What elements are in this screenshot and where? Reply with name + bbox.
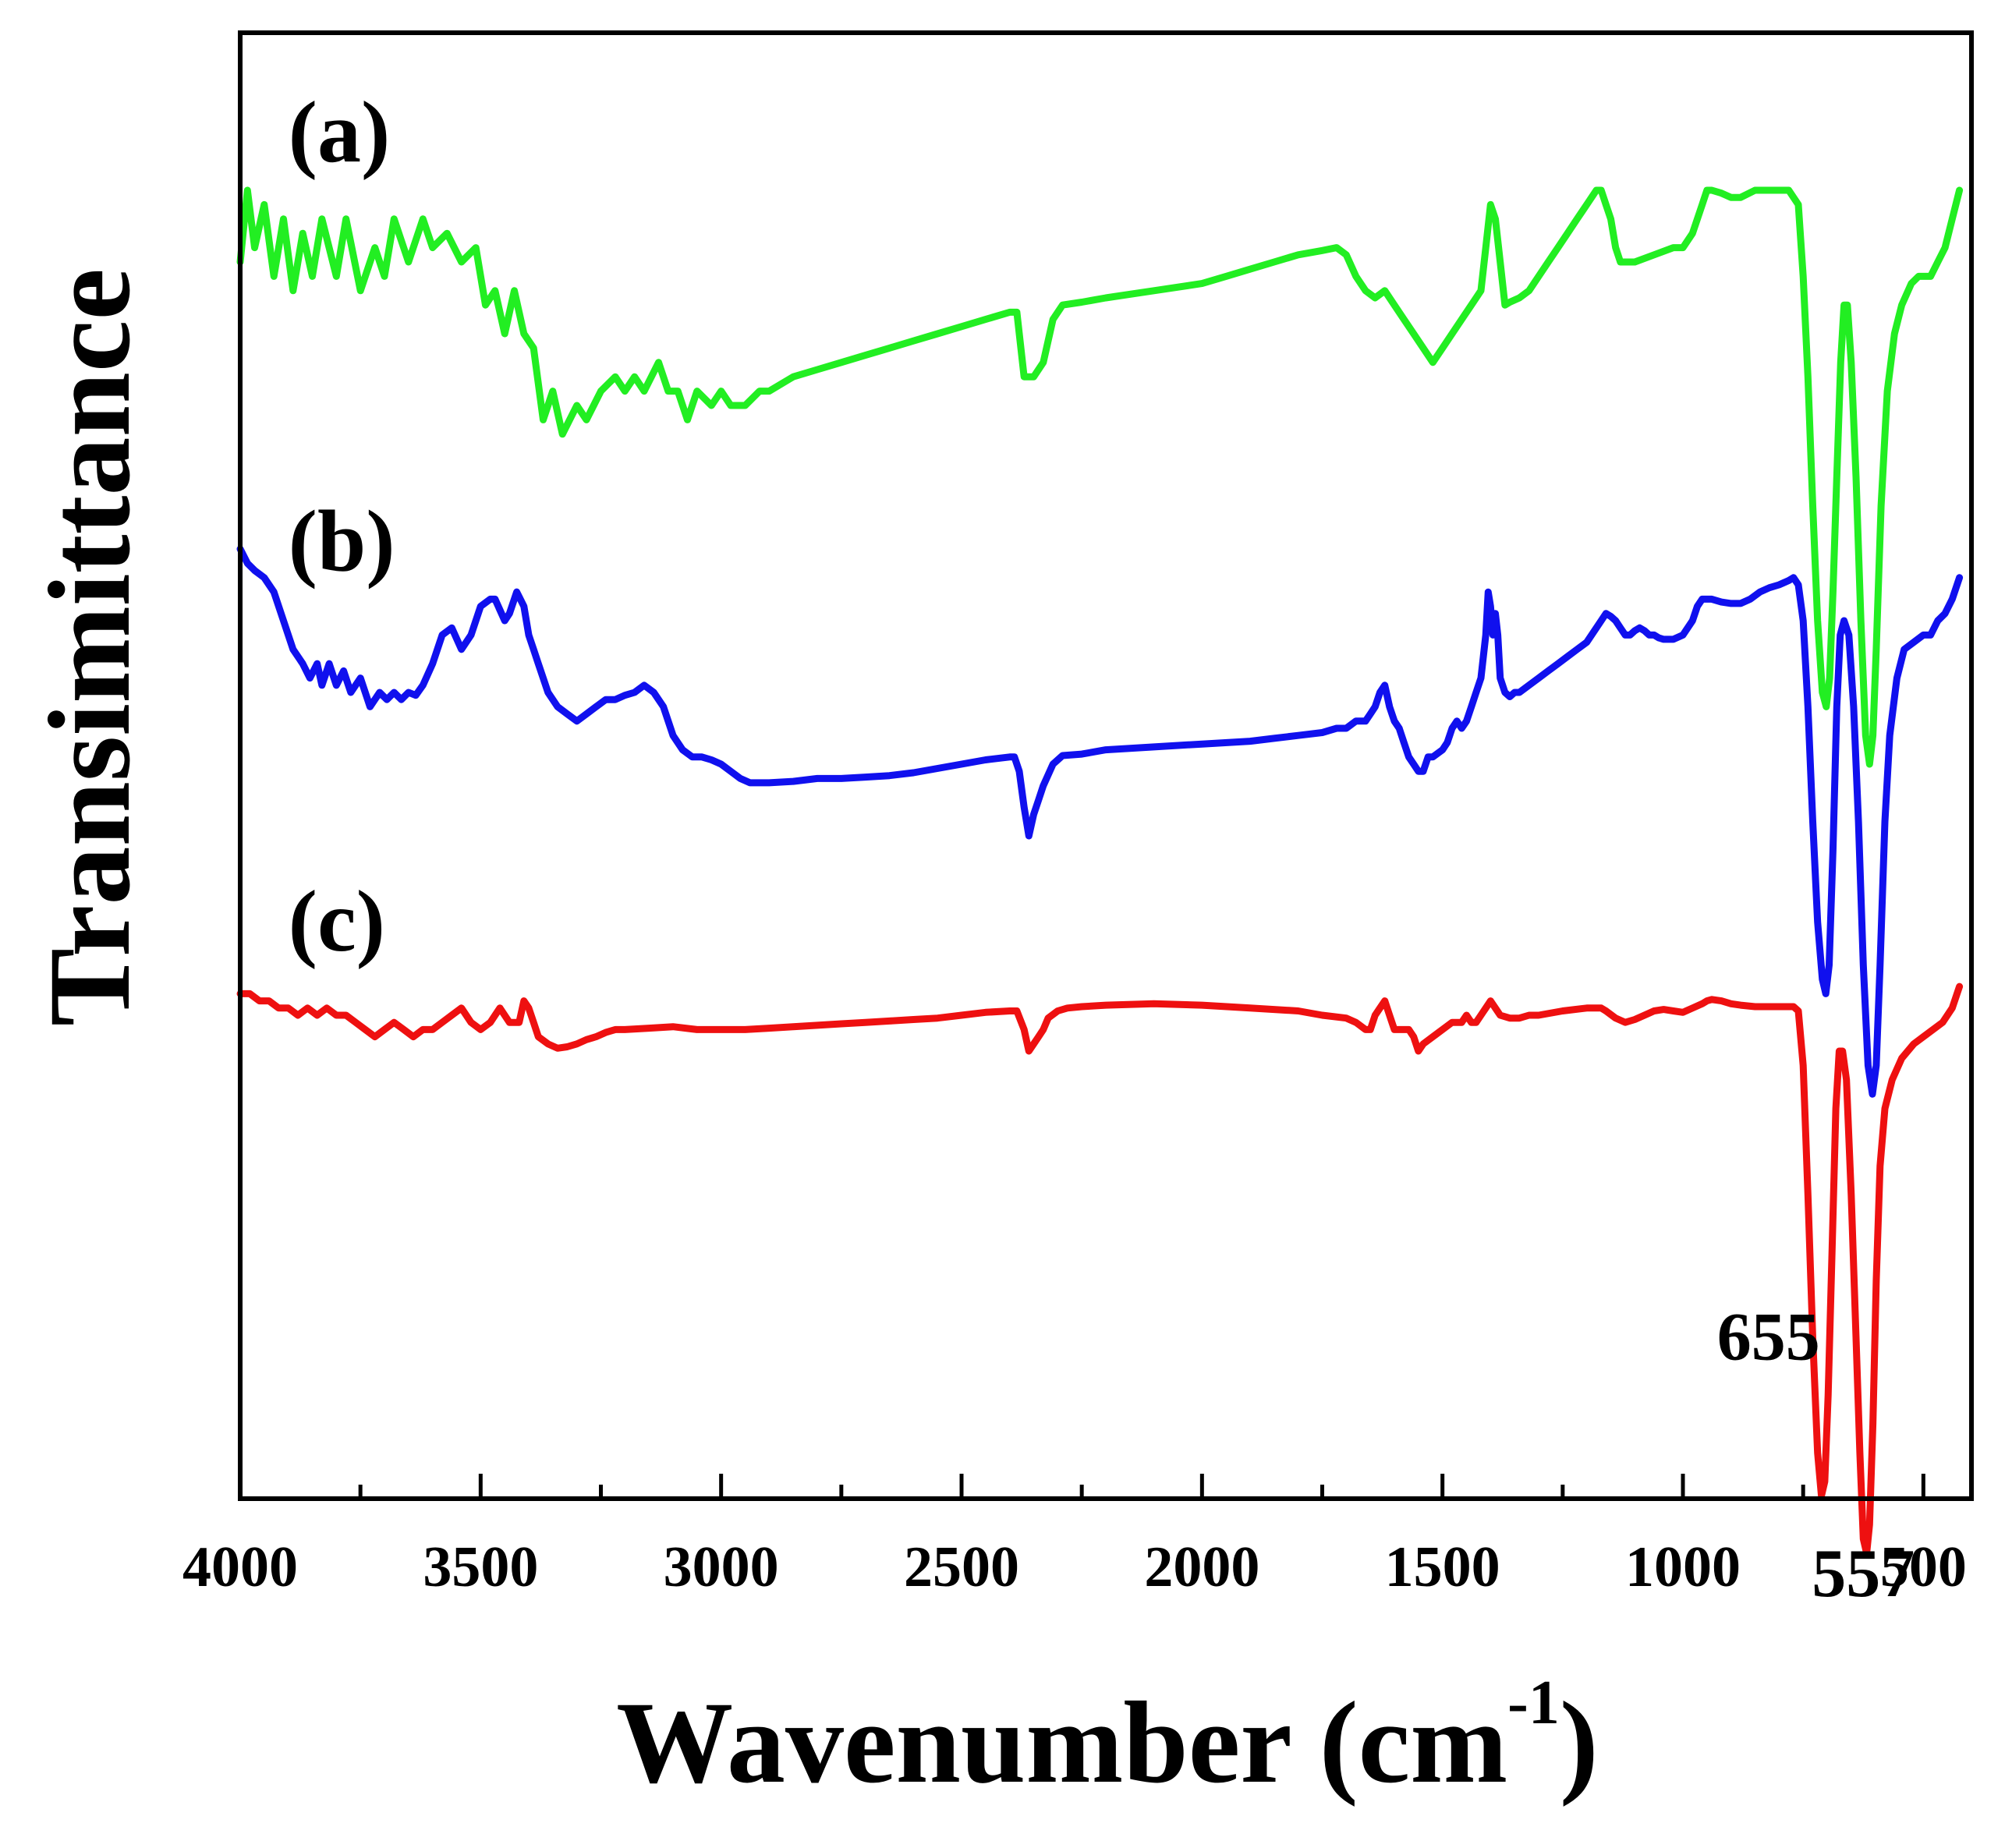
curve-label-b: (b) xyxy=(289,494,395,590)
x-tick-label: 500 xyxy=(1880,1535,1967,1599)
curve-label-c: (c) xyxy=(289,873,385,970)
x-tick-label: 3000 xyxy=(664,1535,779,1599)
x-tick-label: 1500 xyxy=(1385,1535,1500,1599)
x-axis-title-sup: -1 xyxy=(1507,1669,1560,1737)
plot-frame xyxy=(238,30,1974,1501)
x-tick-label: 4000 xyxy=(182,1535,298,1599)
x-tick-label: 3500 xyxy=(423,1535,538,1599)
peak-label-557: 557 xyxy=(1812,1536,1915,1612)
x-axis-title: Wavenumber (cm-1) xyxy=(616,1669,1599,1807)
series-line-c xyxy=(236,982,1964,1557)
x-axis-title-close: ) xyxy=(1560,1678,1599,1807)
series-line-a xyxy=(236,186,1964,768)
peak-annotations: 655 557 xyxy=(1717,1300,1915,1613)
y-axis-title: Transimittance xyxy=(25,268,154,1026)
series-line-b xyxy=(236,545,1964,1098)
series-lines xyxy=(236,186,1964,1557)
x-tick-label: 2000 xyxy=(1144,1535,1259,1599)
x-tick-label: 2500 xyxy=(904,1535,1019,1599)
curve-label-a: (a) xyxy=(289,84,391,181)
x-tick-label: 1000 xyxy=(1625,1535,1741,1599)
curve-labels: (a) (b) (c) xyxy=(289,84,395,970)
axes: 4000 3500 3000 2500 2000 1500 1000 500 xyxy=(182,1474,1967,1599)
x-axis-title-main: Wavenumber (cm xyxy=(616,1678,1507,1807)
peak-label-655: 655 xyxy=(1717,1300,1820,1375)
